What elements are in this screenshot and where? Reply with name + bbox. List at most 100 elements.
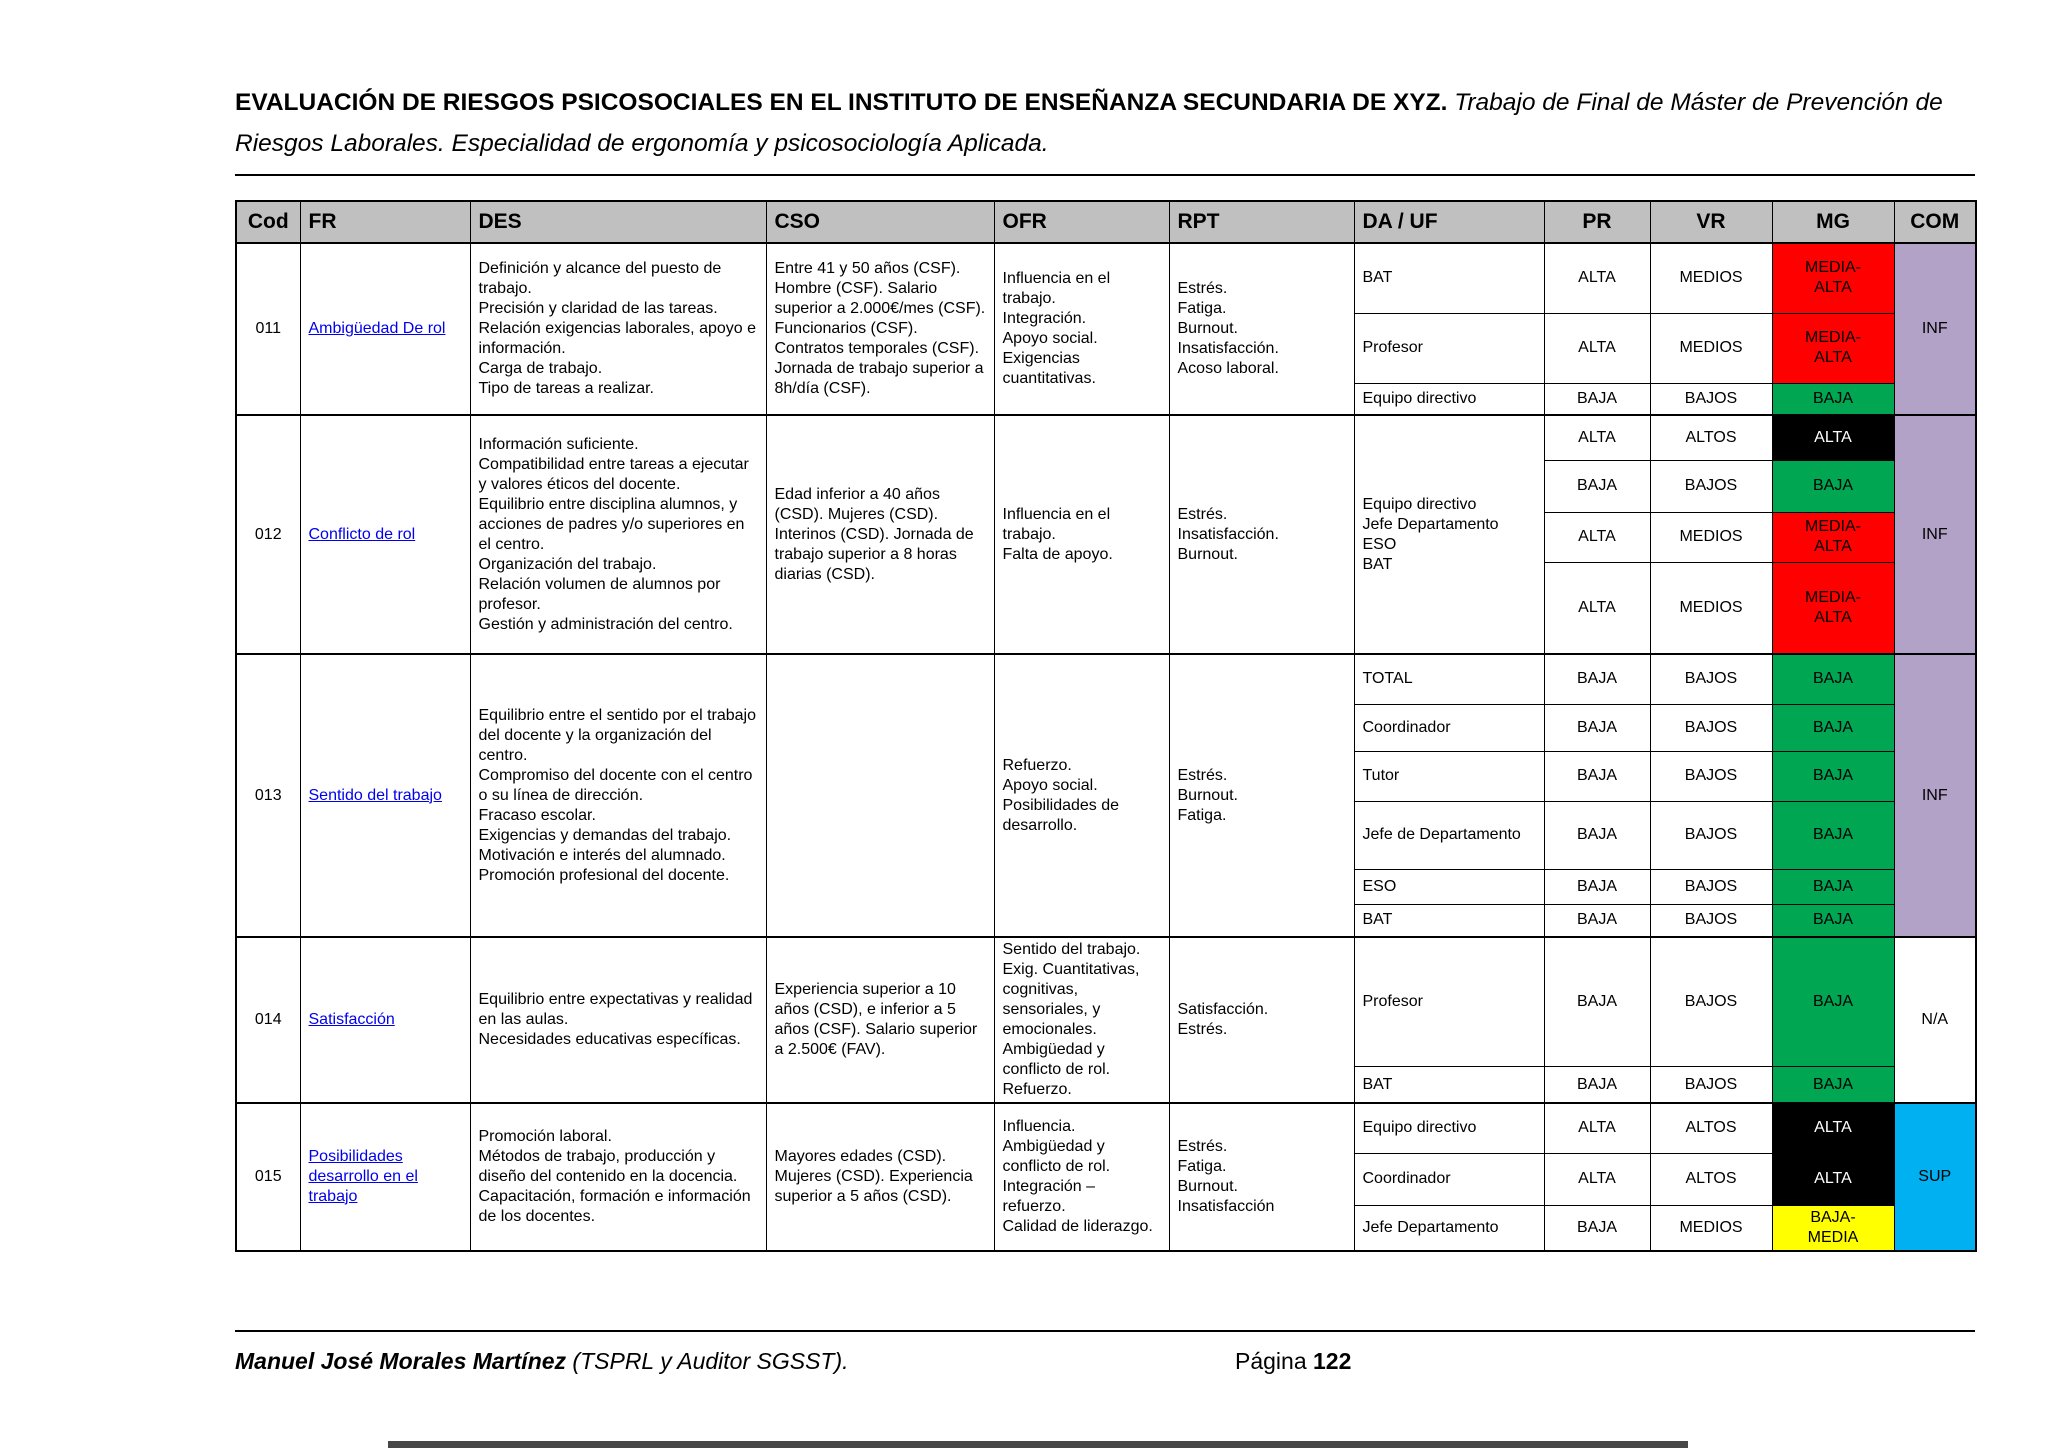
table-row: Tutor BAJA BAJOS BAJA <box>236 750 1976 802</box>
mg-cell: BAJA <box>1771 703 1895 752</box>
da-uf-cell: Equipo directivo Jefe Departamento ESO B… <box>1353 414 1545 655</box>
com-cell: N/A <box>1893 936 1977 1104</box>
cso-cell: Experiencia superior a 10 años (CSD), e … <box>765 936 995 1104</box>
pr-cell: BAJA <box>1543 868 1651 905</box>
fr-link[interactable]: Posibilidades desarrollo en el trabajo <box>308 1147 418 1205</box>
vr-cell: BAJOS <box>1649 653 1773 705</box>
rpt-cell: Estrés. Insatisfacción. Burnout. <box>1168 414 1355 655</box>
col-header-com: COM <box>1893 200 1977 244</box>
pr-cell: ALTA <box>1543 1152 1651 1206</box>
risk-evaluation-table: Cod FR DES CSO OFR RPT DA / UF PR VR MG … <box>235 200 1977 1252</box>
pr-cell: BAJA <box>1543 903 1651 938</box>
fr-cell: Conflicto de rol <box>299 414 471 655</box>
fr-link[interactable]: Sentido del trabajo <box>308 786 442 804</box>
pr-cell: BAJA <box>1543 703 1651 752</box>
vr-cell: BAJOS <box>1649 459 1773 513</box>
cod-cell: 012 <box>235 414 301 655</box>
ofr-cell: Influencia en el trabajo. Falta de apoyo… <box>993 414 1170 655</box>
vr-cell: BAJOS <box>1649 868 1773 905</box>
pr-cell: ALTA <box>1543 1102 1651 1154</box>
fr-link[interactable]: Conflicto de rol <box>308 525 416 543</box>
page-number: Página 122 <box>1235 1348 1351 1375</box>
vr-cell: MEDIOS <box>1649 511 1773 563</box>
col-header-des: DES <box>469 200 767 244</box>
da-uf-cell: Profesor <box>1353 312 1545 384</box>
col-header-rpt: RPT <box>1168 200 1355 244</box>
footer-author-credentials: (TSPRL y Auditor SGSST). <box>566 1348 849 1374</box>
vr-cell: BAJOS <box>1649 903 1773 938</box>
fr-link[interactable]: Satisfacción <box>308 1011 395 1028</box>
da-uf-cell: TOTAL <box>1353 653 1545 705</box>
table-row: BAT BAJA BAJOS BAJA <box>236 1066 1976 1104</box>
vr-cell: ALTOS <box>1649 1102 1773 1154</box>
cod-cell: 011 <box>235 242 301 416</box>
table-row: Jefe Departamento BAJA MEDIOS BAJA- MEDIA <box>236 1204 1976 1251</box>
com-cell: INF <box>1893 653 1977 938</box>
col-header-vr: VR <box>1649 200 1773 244</box>
da-uf-cell: Tutor <box>1353 750 1545 802</box>
mg-cell: BAJA <box>1771 903 1895 938</box>
pr-cell: ALTA <box>1543 312 1651 384</box>
fr-cell: Ambigüedad De rol <box>299 242 471 416</box>
page-title-main: EVALUACIÓN DE RIESGOS PSICOSOCIALES EN E… <box>235 89 1455 116</box>
table-row: Equipo directivo BAJA BAJOS BAJA <box>236 382 1976 416</box>
table-row: 013 Sentido del trabajo Equilibrio entre e… <box>235 653 1977 938</box>
com-cell: INF <box>1893 242 1977 416</box>
vr-cell: BAJOS <box>1649 382 1773 416</box>
da-uf-cell: Jefe de Departamento <box>1353 800 1545 870</box>
table-row: ALTA MEDIOS MEDIA- ALTA <box>236 561 1976 655</box>
table-row: Profesor ALTA MEDIOS MEDIA- ALTA <box>236 312 1976 384</box>
rpt-cell: Estrés. Burnout. Fatiga. <box>1168 653 1355 938</box>
da-uf-cell: Jefe Departamento <box>1353 1204 1545 1251</box>
des-cell: Equilibrio entre el sentido por el traba… <box>469 653 767 938</box>
cod-cell: 014 <box>235 936 301 1104</box>
col-header-ofr: OFR <box>993 200 1170 244</box>
col-header-cso: CSO <box>765 200 995 244</box>
pr-cell: BAJA <box>1543 750 1651 802</box>
page-footer: Manuel José Morales Martínez (TSPRL y Au… <box>235 1330 1975 1375</box>
da-uf-cell: BAT <box>1353 1066 1545 1104</box>
pr-cell: ALTA <box>1543 561 1651 655</box>
mg-cell: BAJA- MEDIA <box>1771 1204 1895 1251</box>
pr-cell: BAJA <box>1543 382 1651 416</box>
des-cell: Definición y alcance del puesto de traba… <box>469 242 767 416</box>
mg-cell: BAJA <box>1771 1066 1895 1104</box>
table-row: ESO BAJA BAJOS BAJA <box>236 868 1976 905</box>
page-number-value: 122 <box>1313 1348 1352 1374</box>
footer-author-name: Manuel José Morales Martínez <box>235 1348 567 1374</box>
table-row: Coordinador ALTA ALTOS ALTA <box>236 1152 1976 1206</box>
page-number-label: Página <box>1235 1348 1314 1374</box>
rpt-cell: Estrés. Fatiga. Burnout. Insatisfacción <box>1168 1102 1355 1251</box>
des-cell: Información suficiente. Compatibilidad e… <box>469 414 767 655</box>
da-uf-cell: Coordinador <box>1353 703 1545 752</box>
com-cell: INF <box>1893 414 1977 655</box>
da-uf-cell: ESO <box>1353 868 1545 905</box>
vr-cell: MEDIOS <box>1649 312 1773 384</box>
vr-cell: BAJOS <box>1649 703 1773 752</box>
pr-cell: BAJA <box>1543 459 1651 513</box>
table-row: 011 Ambigüedad De rol Definición y alcance… <box>235 242 1977 416</box>
bottom-edge-bar <box>388 1441 1688 1448</box>
pr-cell: BAJA <box>1543 653 1651 705</box>
mg-cell: MEDIA- ALTA <box>1771 312 1895 384</box>
pr-cell: BAJA <box>1543 1204 1651 1251</box>
table-row: BAJA BAJOS BAJA <box>236 459 1976 513</box>
da-uf-cell: Equipo directivo <box>1353 382 1545 416</box>
mg-cell: MEDIA- ALTA <box>1771 561 1895 655</box>
da-uf-cell: Equipo directivo <box>1353 1102 1545 1154</box>
da-uf-cell: Coordinador <box>1353 1152 1545 1206</box>
cod-cell: 015 <box>235 1102 301 1251</box>
col-header-cod: Cod <box>235 200 301 244</box>
cso-cell: Edad inferior a 40 años (CSD). Mujeres (… <box>765 414 995 655</box>
mg-cell: BAJA <box>1771 459 1895 513</box>
fr-cell: Satisfacción <box>299 936 471 1104</box>
col-header-fr: FR <box>299 200 471 244</box>
col-header-da-uf: DA / UF <box>1353 200 1545 244</box>
cso-cell: Mayores edades (CSD). Mujeres (CSD). Exp… <box>765 1102 995 1251</box>
fr-link[interactable]: Ambigüedad De rol <box>308 320 446 337</box>
pr-cell: BAJA <box>1543 1066 1651 1104</box>
fr-cell: Posibilidades desarrollo en el trabajo <box>299 1102 471 1251</box>
cso-cell <box>765 653 995 938</box>
pr-cell: BAJA <box>1543 936 1651 1068</box>
table-header-row: Cod FR DES CSO OFR RPT DA / UF PR VR MG … <box>235 200 1977 244</box>
